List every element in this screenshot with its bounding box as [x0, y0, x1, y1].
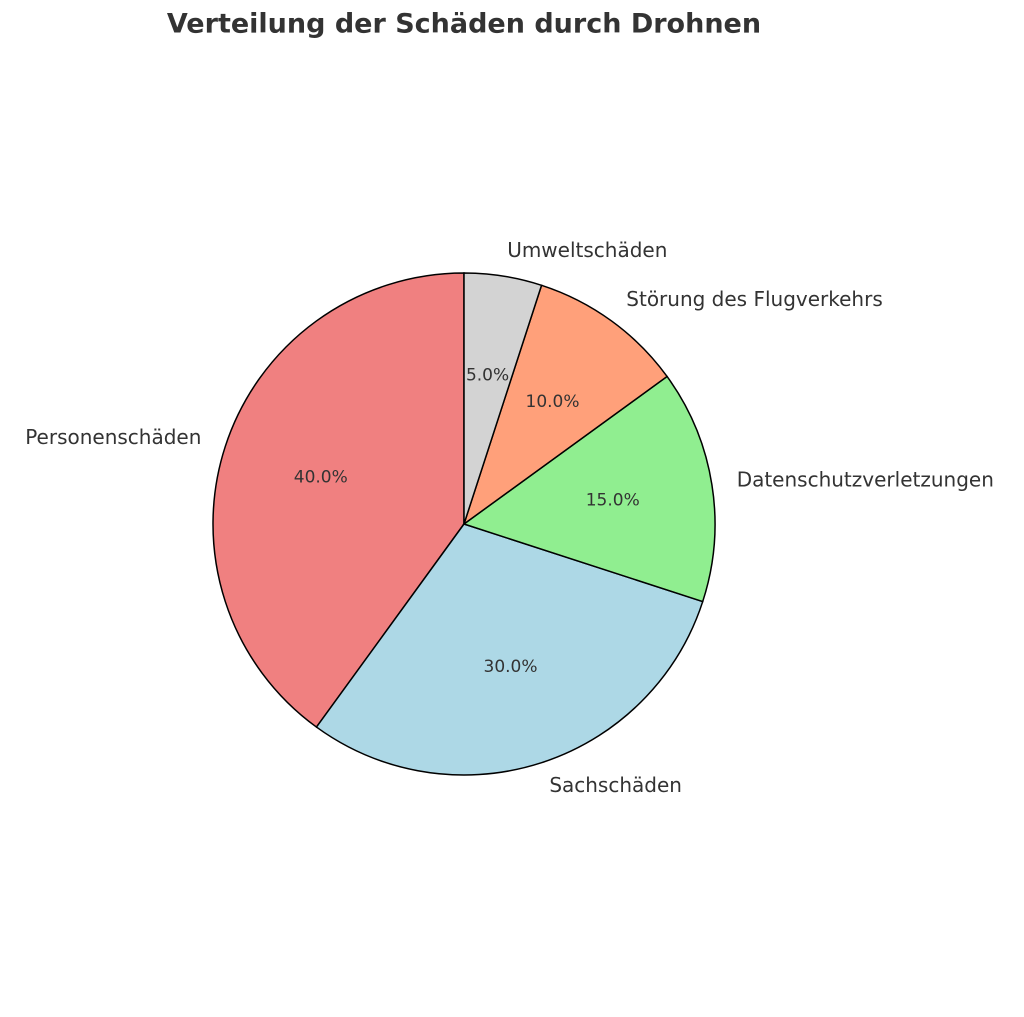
pie-slice	[462, 284, 669, 526]
value-label: 15.0%	[586, 490, 640, 510]
value-label: 30.0%	[484, 657, 538, 677]
pie-slice	[315, 523, 704, 776]
slice-label: Datenschutzverletzungen	[737, 467, 994, 491]
pie-slice	[212, 272, 465, 729]
value-label: 5.0%	[466, 365, 509, 385]
pie-slice	[463, 272, 543, 525]
slice-label: Störung des Flugverkehrs	[626, 287, 882, 311]
slice-label: Umweltschäden	[507, 238, 667, 262]
slice-label: Personenschäden	[25, 425, 201, 449]
slice-label: Sachschäden	[549, 773, 682, 797]
value-label: 40.0%	[294, 467, 348, 487]
pie-slice	[462, 375, 716, 603]
value-label: 10.0%	[526, 392, 580, 412]
chart-title: Verteilung der Schäden durch Drohnen	[167, 9, 761, 40]
